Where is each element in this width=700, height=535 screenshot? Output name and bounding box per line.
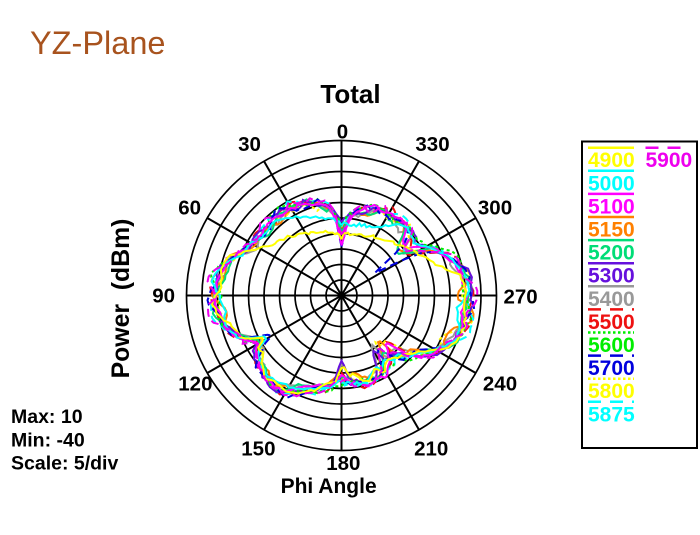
svg-text:YZ-Plane: YZ-Plane xyxy=(30,25,165,61)
svg-text:5500: 5500 xyxy=(588,311,635,334)
svg-text:5100: 5100 xyxy=(588,195,635,218)
svg-text:150: 150 xyxy=(241,437,275,460)
svg-text:90: 90 xyxy=(152,284,175,307)
svg-text:5300: 5300 xyxy=(588,265,635,288)
svg-text:5000: 5000 xyxy=(588,172,635,195)
svg-text:5700: 5700 xyxy=(588,357,635,380)
svg-text:5600: 5600 xyxy=(588,334,635,357)
svg-text:5800: 5800 xyxy=(588,380,635,403)
svg-text:60: 60 xyxy=(178,197,201,220)
svg-text:4900: 4900 xyxy=(588,149,635,172)
svg-text:Max: 10: Max: 10 xyxy=(11,406,83,428)
svg-text:5150: 5150 xyxy=(588,219,635,242)
svg-text:Power (dBm): Power (dBm) xyxy=(108,219,135,379)
svg-text:5200: 5200 xyxy=(588,242,635,265)
svg-text:Min: -40: Min: -40 xyxy=(11,430,85,452)
svg-text:210: 210 xyxy=(414,438,448,461)
svg-text:30: 30 xyxy=(238,133,261,156)
svg-text:120: 120 xyxy=(178,373,212,396)
svg-text:Phi Angle: Phi Angle xyxy=(281,475,377,498)
svg-text:180: 180 xyxy=(326,452,360,475)
svg-text:270: 270 xyxy=(503,285,537,308)
svg-text:5900: 5900 xyxy=(646,149,693,172)
svg-text:5875: 5875 xyxy=(588,403,635,426)
svg-text:Scale: 5/div: Scale: 5/div xyxy=(11,453,118,475)
svg-text:0: 0 xyxy=(337,120,348,143)
svg-text:300: 300 xyxy=(478,196,512,219)
svg-text:5400: 5400 xyxy=(588,288,635,311)
svg-text:240: 240 xyxy=(483,373,517,396)
svg-text:330: 330 xyxy=(415,133,449,156)
svg-text:Total: Total xyxy=(320,79,380,109)
